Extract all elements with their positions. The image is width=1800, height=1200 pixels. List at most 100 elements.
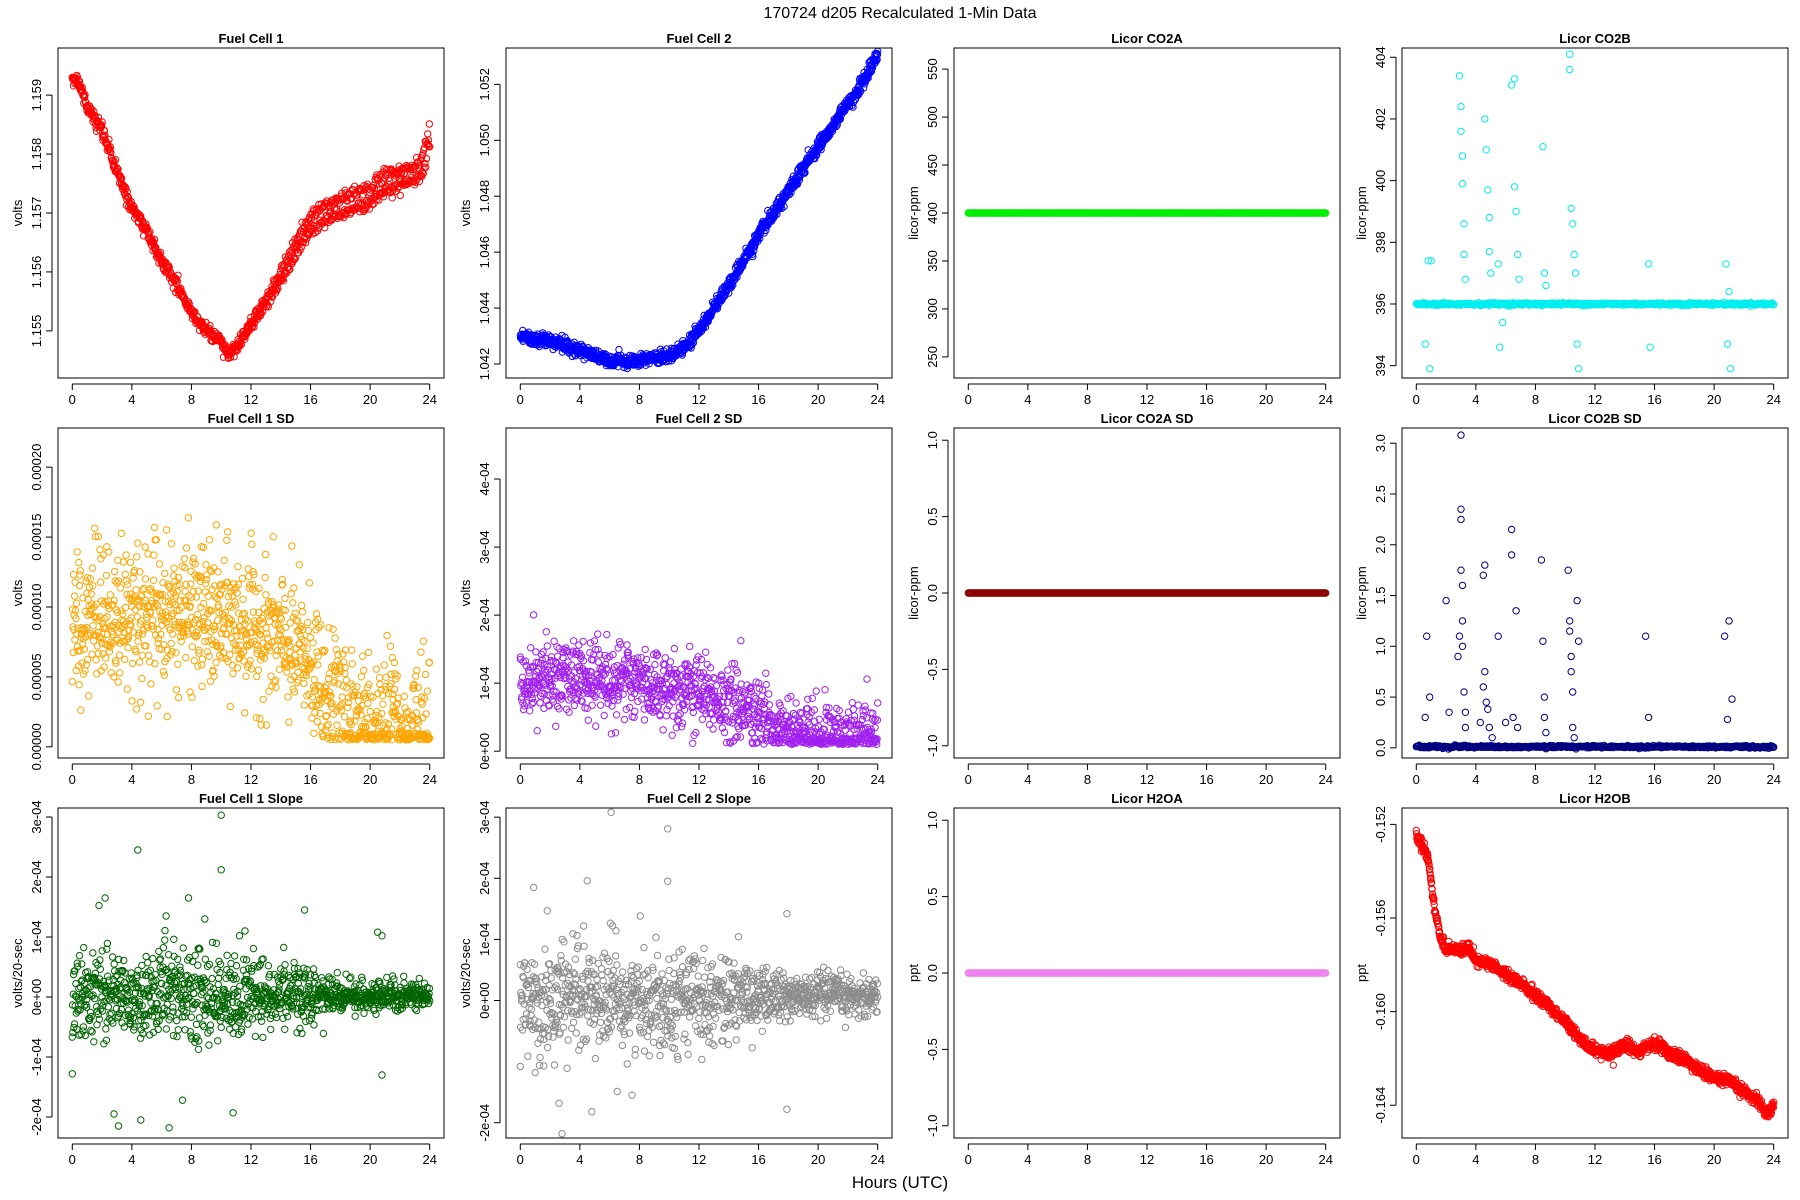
data-point — [425, 120, 433, 128]
data-point — [165, 263, 174, 272]
data-point — [424, 141, 432, 149]
data-point — [1542, 281, 1550, 290]
data-point — [375, 674, 384, 682]
figure-title: 170724 d205 Recalculated 1-Min Data — [763, 5, 1036, 22]
data-point — [1539, 143, 1547, 151]
data-point — [275, 665, 284, 673]
y-tick-label: 404 — [1373, 46, 1388, 68]
x-axis: 0 4 8 12 16 20 24 — [69, 383, 437, 407]
data-point — [425, 658, 434, 667]
x-tick-label: 16 — [1647, 392, 1661, 407]
data-point — [123, 188, 131, 196]
data-point — [620, 715, 629, 724]
data-point — [150, 235, 159, 244]
panel-title: Fuel Cell 1 SD — [208, 411, 295, 426]
data-point — [121, 603, 130, 612]
y-tick-label: 550 — [925, 58, 940, 80]
data-point — [419, 637, 428, 645]
data-point — [668, 731, 676, 739]
data-point — [1644, 260, 1653, 268]
panel-ylabel: licor-ppm — [906, 186, 921, 239]
data-point — [198, 682, 206, 691]
data-point — [1573, 340, 1581, 348]
data-point — [623, 641, 631, 649]
data-point — [348, 660, 356, 668]
x-tick-label: 12 — [1140, 392, 1154, 407]
data-point — [170, 564, 178, 572]
data-point — [424, 130, 432, 138]
data-point — [119, 558, 128, 566]
data-point — [353, 683, 361, 691]
data-point — [1570, 250, 1578, 259]
data-point — [75, 558, 83, 567]
data-point — [309, 639, 317, 647]
data-point — [285, 248, 294, 256]
data-point — [526, 707, 534, 715]
x-tick-label: 16 — [751, 392, 765, 407]
data-point — [1566, 65, 1574, 74]
data-point — [186, 304, 194, 312]
data-point — [223, 536, 231, 544]
data-point — [379, 193, 388, 201]
y-tick-label: 450 — [925, 154, 940, 176]
data-point — [173, 280, 181, 288]
data-point — [106, 591, 115, 599]
data-point — [359, 191, 367, 199]
y-tick-label: 1.042 — [477, 348, 492, 381]
data-point — [1484, 186, 1492, 194]
data-point — [72, 599, 81, 607]
data-point — [314, 652, 322, 660]
data-point — [421, 670, 430, 679]
data-point — [297, 601, 306, 610]
data-point — [101, 131, 109, 140]
x-tick-label: 24 — [1318, 392, 1332, 407]
data-point — [380, 661, 388, 669]
data-point — [260, 303, 268, 311]
y-tick-label: 250 — [925, 346, 940, 368]
y-tick-label: 500 — [925, 106, 940, 128]
data-point — [89, 622, 97, 630]
data-point — [383, 631, 391, 640]
data-point — [220, 556, 228, 564]
data-point — [163, 712, 172, 721]
data-point — [244, 565, 252, 573]
x-tick-label: 12 — [244, 772, 258, 787]
data-point — [596, 701, 605, 709]
data-point — [425, 142, 433, 150]
data-point — [283, 668, 291, 676]
panel-title: Licor CO2A — [1111, 31, 1183, 46]
data-point — [131, 606, 140, 614]
y-tick-label: 0.00010 — [29, 583, 44, 630]
points — [516, 47, 882, 373]
plot-frame — [57, 47, 445, 379]
data-point — [94, 113, 103, 122]
data-point — [347, 195, 356, 203]
data-point — [141, 543, 149, 551]
data-point — [84, 692, 93, 700]
data-point — [1485, 213, 1494, 222]
data-point — [69, 571, 78, 579]
x-tick-label: 8 — [188, 392, 195, 407]
data-point — [253, 672, 261, 681]
data-point — [182, 653, 190, 662]
data-point — [340, 713, 349, 721]
data-point — [271, 676, 280, 685]
data-point — [1426, 365, 1434, 373]
data-point — [162, 526, 171, 534]
y-tick-label: 1.050 — [477, 124, 492, 157]
x-tick-label: 20 — [811, 392, 825, 407]
data-point — [375, 180, 383, 188]
data-point — [678, 719, 687, 727]
y-tick-label: 1.155 — [29, 315, 44, 348]
y-tick-label: 400 — [925, 202, 940, 224]
data-point — [150, 551, 158, 559]
data-point — [296, 246, 304, 254]
x-tick-label: 4 — [128, 392, 135, 407]
data-point — [400, 692, 408, 701]
data-point — [73, 73, 82, 81]
